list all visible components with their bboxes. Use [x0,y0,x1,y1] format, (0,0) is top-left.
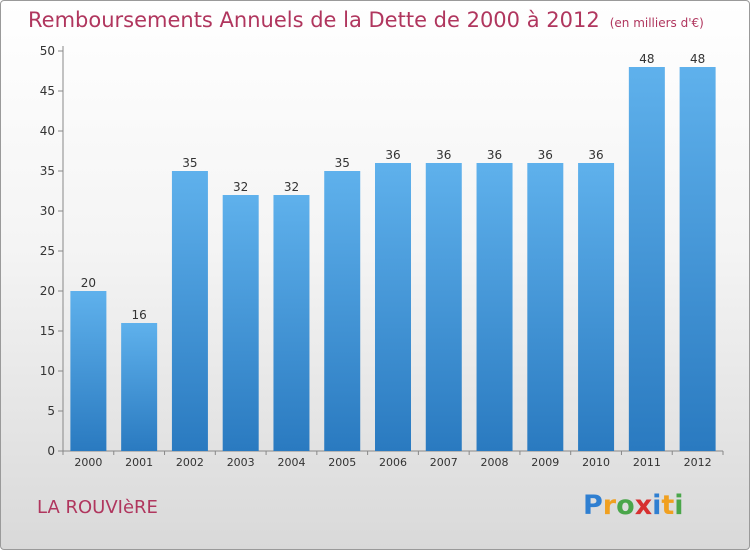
bar [679,67,716,451]
data-label: 16 [132,308,147,322]
x-tick-label: 2000 [74,456,102,469]
chart-axes: 0 5 10 15 20 25 30 35 40 45 50 2000 2001 2002 2003 2004… [40,44,724,469]
data-label: 48 [639,52,654,66]
y-tick-label: 40 [40,124,55,138]
logo-letter: i [652,490,662,521]
logo-letter: o [616,490,635,521]
bar [628,67,665,451]
y-tick-label: 30 [40,204,55,218]
y-tick-label: 15 [40,324,55,338]
logo-letter: i [674,490,684,521]
logo-letter: t [661,490,675,521]
bar [375,163,411,451]
data-label: 32 [233,180,248,194]
x-tick-label: 2006 [379,456,407,469]
bar [578,163,615,451]
x-tick-label: 2010 [582,456,610,469]
chart-bars [70,67,716,451]
data-label: 36 [538,148,553,162]
x-tick-label: 2008 [481,456,509,469]
logo-letter: x [634,490,653,521]
bar [273,195,310,451]
y-tick-label: 20 [40,284,55,298]
data-label: 36 [588,148,603,162]
y-tick-label: 25 [40,244,55,258]
data-label: 36 [385,148,400,162]
y-tick-label: 35 [40,164,55,178]
y-tick-label: 50 [40,44,55,58]
data-label: 36 [436,148,451,162]
x-tick-label: 2001 [125,456,153,469]
bar [527,163,564,451]
bar [425,163,462,451]
chart-title: Remboursements Annuels de la Dette de 20… [28,8,704,32]
data-label: 35 [182,156,197,170]
proxiti-logo: Proxiti [583,490,684,521]
logo-letter: P [583,490,603,521]
y-tick-label: 5 [47,404,55,418]
y-tick-label: 10 [40,364,55,378]
x-tick-label: 2004 [277,456,305,469]
bar [121,323,158,451]
bar [171,171,208,451]
x-tick-label: 2007 [430,456,458,469]
x-tick-label: 2012 [684,456,712,469]
bar [476,163,513,451]
chart-title-text: Remboursements Annuels de la Dette de 20… [28,8,600,32]
data-label: 20 [81,276,96,290]
data-label: 32 [284,180,299,194]
logo-letter: r [602,490,617,521]
commune-name: LA ROUVIèRE [37,497,158,518]
chart-subtitle: (en milliers d'€) [609,16,704,30]
x-tick-label: 2009 [531,456,559,469]
data-label: 48 [690,52,705,66]
chart-data-labels: 20 16 35 32 32 35 36 36 36 36 36 48 48 [81,52,706,322]
x-tick-label: 2005 [328,456,356,469]
x-tick-label: 2003 [227,456,255,469]
data-label: 35 [335,156,350,170]
data-label: 36 [487,148,502,162]
x-tick-label: 2011 [633,456,661,469]
y-tick-label: 0 [47,444,55,458]
x-tick-label: 2002 [176,456,204,469]
bar [70,291,107,451]
bar [222,195,259,451]
y-tick-label: 45 [40,84,55,98]
bar [324,171,361,451]
